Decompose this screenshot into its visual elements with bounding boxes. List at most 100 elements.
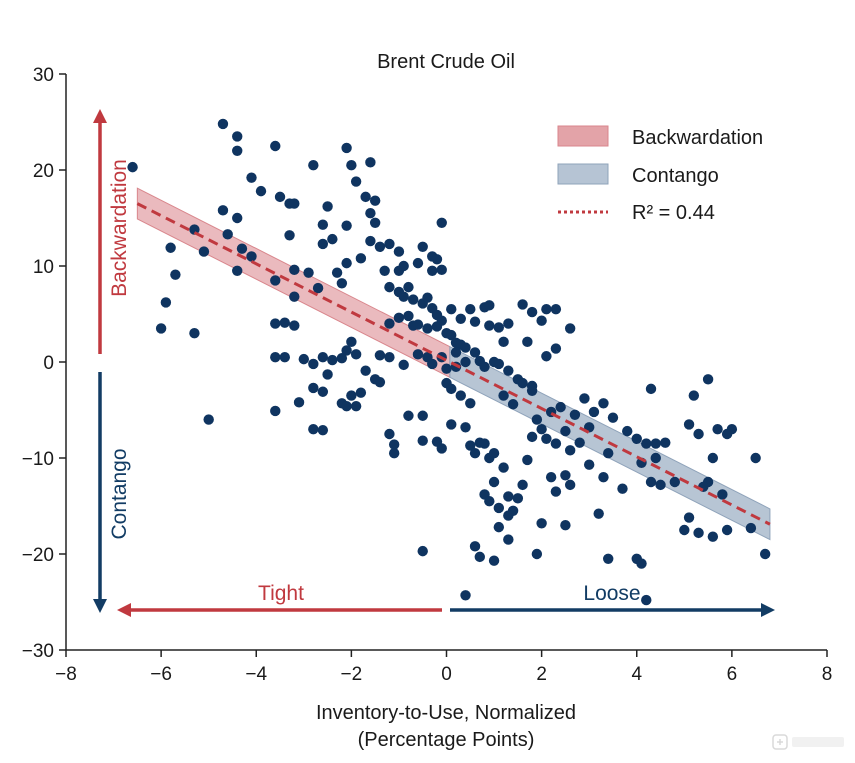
data-point <box>270 318 281 329</box>
data-point <box>436 217 447 228</box>
data-point <box>469 347 481 358</box>
data-point <box>232 145 243 156</box>
data-point <box>603 448 614 459</box>
tight-annotation: Tight <box>258 582 304 605</box>
data-point <box>289 320 300 331</box>
data-point <box>198 246 210 257</box>
data-point <box>446 419 457 430</box>
data-point <box>460 422 471 433</box>
data-point <box>598 472 609 483</box>
data-point <box>536 424 547 435</box>
data-point <box>336 352 348 364</box>
data-point <box>369 217 381 228</box>
data-point <box>583 459 595 470</box>
watermark-logo <box>772 734 844 750</box>
data-point <box>493 521 505 533</box>
data-point <box>217 118 229 130</box>
data-point <box>246 251 257 262</box>
data-point <box>341 220 352 231</box>
data-point <box>327 233 338 245</box>
data-point <box>550 304 562 315</box>
data-point <box>279 352 290 363</box>
data-point <box>412 349 424 360</box>
y-tick-label: −30 <box>22 641 54 662</box>
data-point <box>450 347 462 358</box>
data-point <box>455 390 466 401</box>
data-point <box>346 390 357 401</box>
legend-swatch-backwardation <box>557 125 609 147</box>
data-point <box>693 428 704 440</box>
data-point <box>460 590 471 601</box>
data-point <box>598 398 609 409</box>
data-point <box>488 476 500 488</box>
backwardation-band <box>136 187 451 379</box>
data-point <box>412 319 424 330</box>
data-point <box>350 176 362 187</box>
data-point <box>203 414 214 425</box>
data-point <box>331 267 343 278</box>
data-point <box>360 191 371 203</box>
data-point <box>645 383 657 395</box>
data-point <box>365 235 376 247</box>
data-point <box>550 438 562 449</box>
data-point <box>436 443 447 454</box>
data-point <box>465 398 476 409</box>
regression-line <box>136 202 771 526</box>
data-point <box>750 452 761 464</box>
y-tick-label: 0 <box>43 353 54 374</box>
data-point <box>374 376 386 388</box>
data-point <box>712 424 723 435</box>
data-point <box>308 382 319 394</box>
data-point <box>522 454 533 466</box>
data-point <box>298 353 310 365</box>
data-point <box>560 470 571 481</box>
data-point <box>322 369 333 380</box>
data-point <box>446 329 457 341</box>
data-point <box>555 401 566 413</box>
data-point <box>189 224 200 235</box>
data-point <box>293 397 305 408</box>
data-point <box>503 365 514 376</box>
data-point <box>693 527 704 539</box>
data-point <box>427 265 438 276</box>
data-point <box>560 425 571 437</box>
data-point <box>360 365 371 376</box>
data-point <box>683 419 695 430</box>
data-point <box>446 383 457 395</box>
legend-swatch-contango <box>557 163 609 185</box>
data-point <box>569 409 581 420</box>
data-point <box>631 433 642 444</box>
data-point <box>531 414 543 425</box>
data-point <box>341 257 352 269</box>
data-point <box>431 254 443 265</box>
data-point <box>669 476 680 488</box>
data-point <box>603 553 614 564</box>
data-point <box>517 299 528 310</box>
data-point <box>550 486 562 497</box>
data-point <box>412 257 424 269</box>
data-point <box>284 230 295 241</box>
data-point <box>522 336 533 348</box>
data-point <box>498 336 509 348</box>
data-point <box>469 448 481 459</box>
data-point <box>365 157 376 168</box>
data-point <box>369 195 381 206</box>
data-point <box>436 264 447 276</box>
data-point <box>431 321 443 332</box>
data-point <box>707 531 719 542</box>
data-point <box>507 399 519 410</box>
data-point <box>408 294 419 305</box>
data-point <box>346 336 357 348</box>
data-point <box>341 345 352 356</box>
data-point <box>236 243 248 254</box>
data-point <box>726 424 738 435</box>
data-point <box>536 518 547 529</box>
data-point <box>232 131 243 142</box>
data-point <box>398 291 409 302</box>
data-point <box>388 439 400 450</box>
data-point <box>650 452 661 464</box>
data-point <box>403 410 414 421</box>
data-point <box>607 412 619 423</box>
data-point <box>270 140 281 152</box>
data-point <box>564 323 576 334</box>
